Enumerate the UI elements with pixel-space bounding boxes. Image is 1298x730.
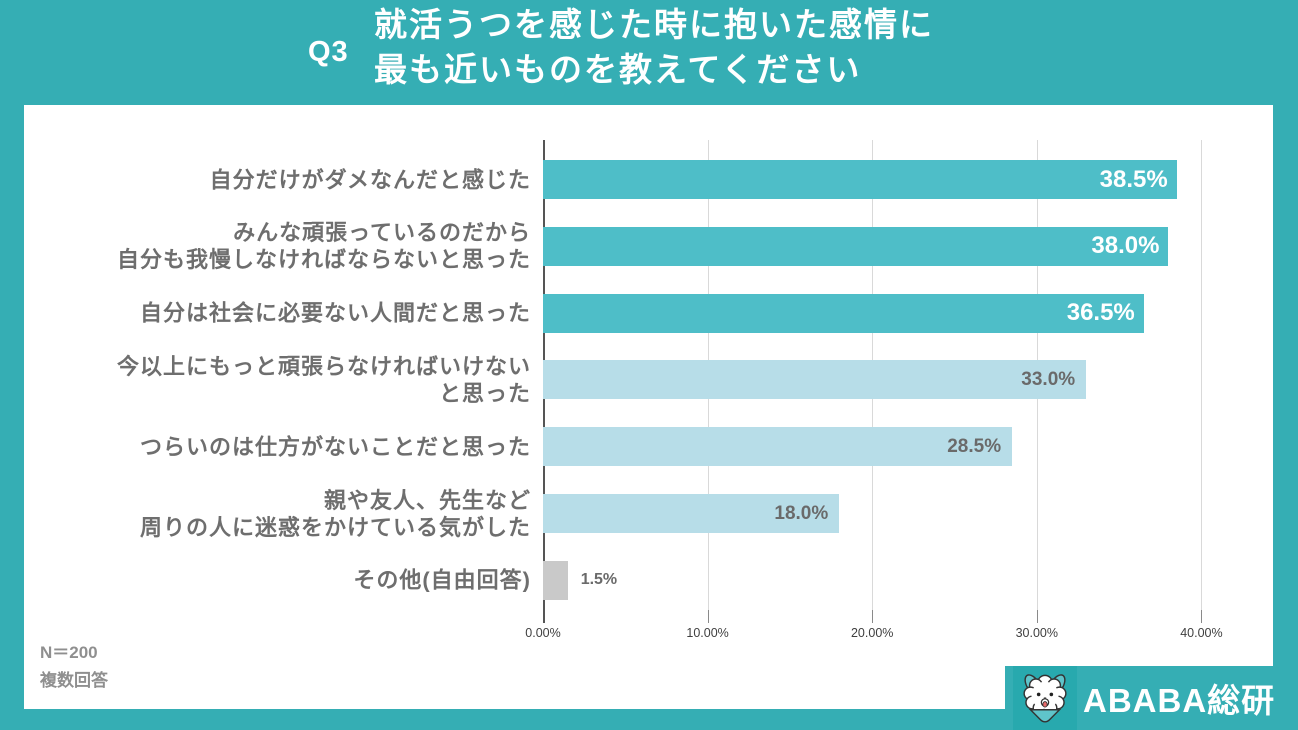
x-tick-label: 0.00% (525, 626, 561, 640)
question-number: Q3 (308, 36, 349, 68)
grid-line (1201, 140, 1203, 610)
category-label-1: みんな頑張っているのだから 自分も我慢しなければならないと思った (116, 220, 531, 273)
category-label-2: 自分は社会に必要ない人間だと思った (139, 300, 531, 326)
bar-value-label: 18.0% (774, 502, 829, 524)
axis-tick (1036, 610, 1038, 623)
bar-5: 18.0% (543, 494, 840, 533)
ababa-mascot-icon (1023, 674, 1067, 723)
bar-4: 28.5% (543, 427, 1013, 467)
bar-1: 38.0% (543, 226, 1169, 266)
chart-card: 38.5% 38.0% 36.5% 33.0% 28.5% 18.0% 1.5% 自分だけが… (24, 105, 1273, 709)
mascot-box (1013, 666, 1077, 730)
x-tick-label: 30.00% (1015, 626, 1058, 640)
question-title-line2: 最も近いものを教えてください (374, 51, 862, 88)
category-label-0: 自分だけがダメなんだと感じた (209, 167, 531, 192)
bar-value-label: 33.0% (1021, 368, 1076, 390)
bar-value-label: 38.5% (1099, 165, 1168, 193)
category-label-6: その他(自由回答) (353, 567, 531, 593)
brand-logo: ABABA総研 (1005, 666, 1298, 730)
bar-6 (543, 560, 568, 600)
sample-size: N＝200 (40, 643, 98, 662)
bar-2: 36.5% (543, 293, 1144, 333)
axis-tick (872, 610, 874, 623)
category-label-5: 親や友人、先生など 周りの人に迷惑をかけている気がした (139, 487, 531, 540)
bar-value-label: 28.5% (947, 435, 1002, 457)
bar-3: 33.0% (543, 360, 1087, 400)
x-tick-label: 20.00% (850, 626, 894, 640)
x-tick-label: 40.00% (1180, 626, 1223, 640)
brand-name: ABABA総研 (1083, 682, 1276, 719)
bar-value-label: 36.5% (1066, 299, 1135, 327)
bar-value-label: 1.5% (580, 571, 618, 589)
x-tick-label: 10.00% (686, 626, 729, 640)
category-label-4: つらいのは仕方がないことだと思った (139, 434, 531, 460)
question-title: 就活うつを感じた時に抱いた感情に 最も近いものを教えてください (374, 2, 934, 92)
category-label-3: 今以上にもっと頑張らなければいけない と思った (116, 353, 531, 406)
sample-note: N＝200 複数回答 (40, 639, 108, 695)
answer-type: 複数回答 (40, 671, 108, 690)
axis-tick (707, 610, 709, 623)
bar-value-label: 38.0% (1091, 232, 1160, 260)
bar-0: 38.5% (543, 160, 1177, 199)
question-title-line1: 就活うつを感じた時に抱いた感情に (374, 6, 934, 43)
axis-tick (1201, 610, 1203, 623)
